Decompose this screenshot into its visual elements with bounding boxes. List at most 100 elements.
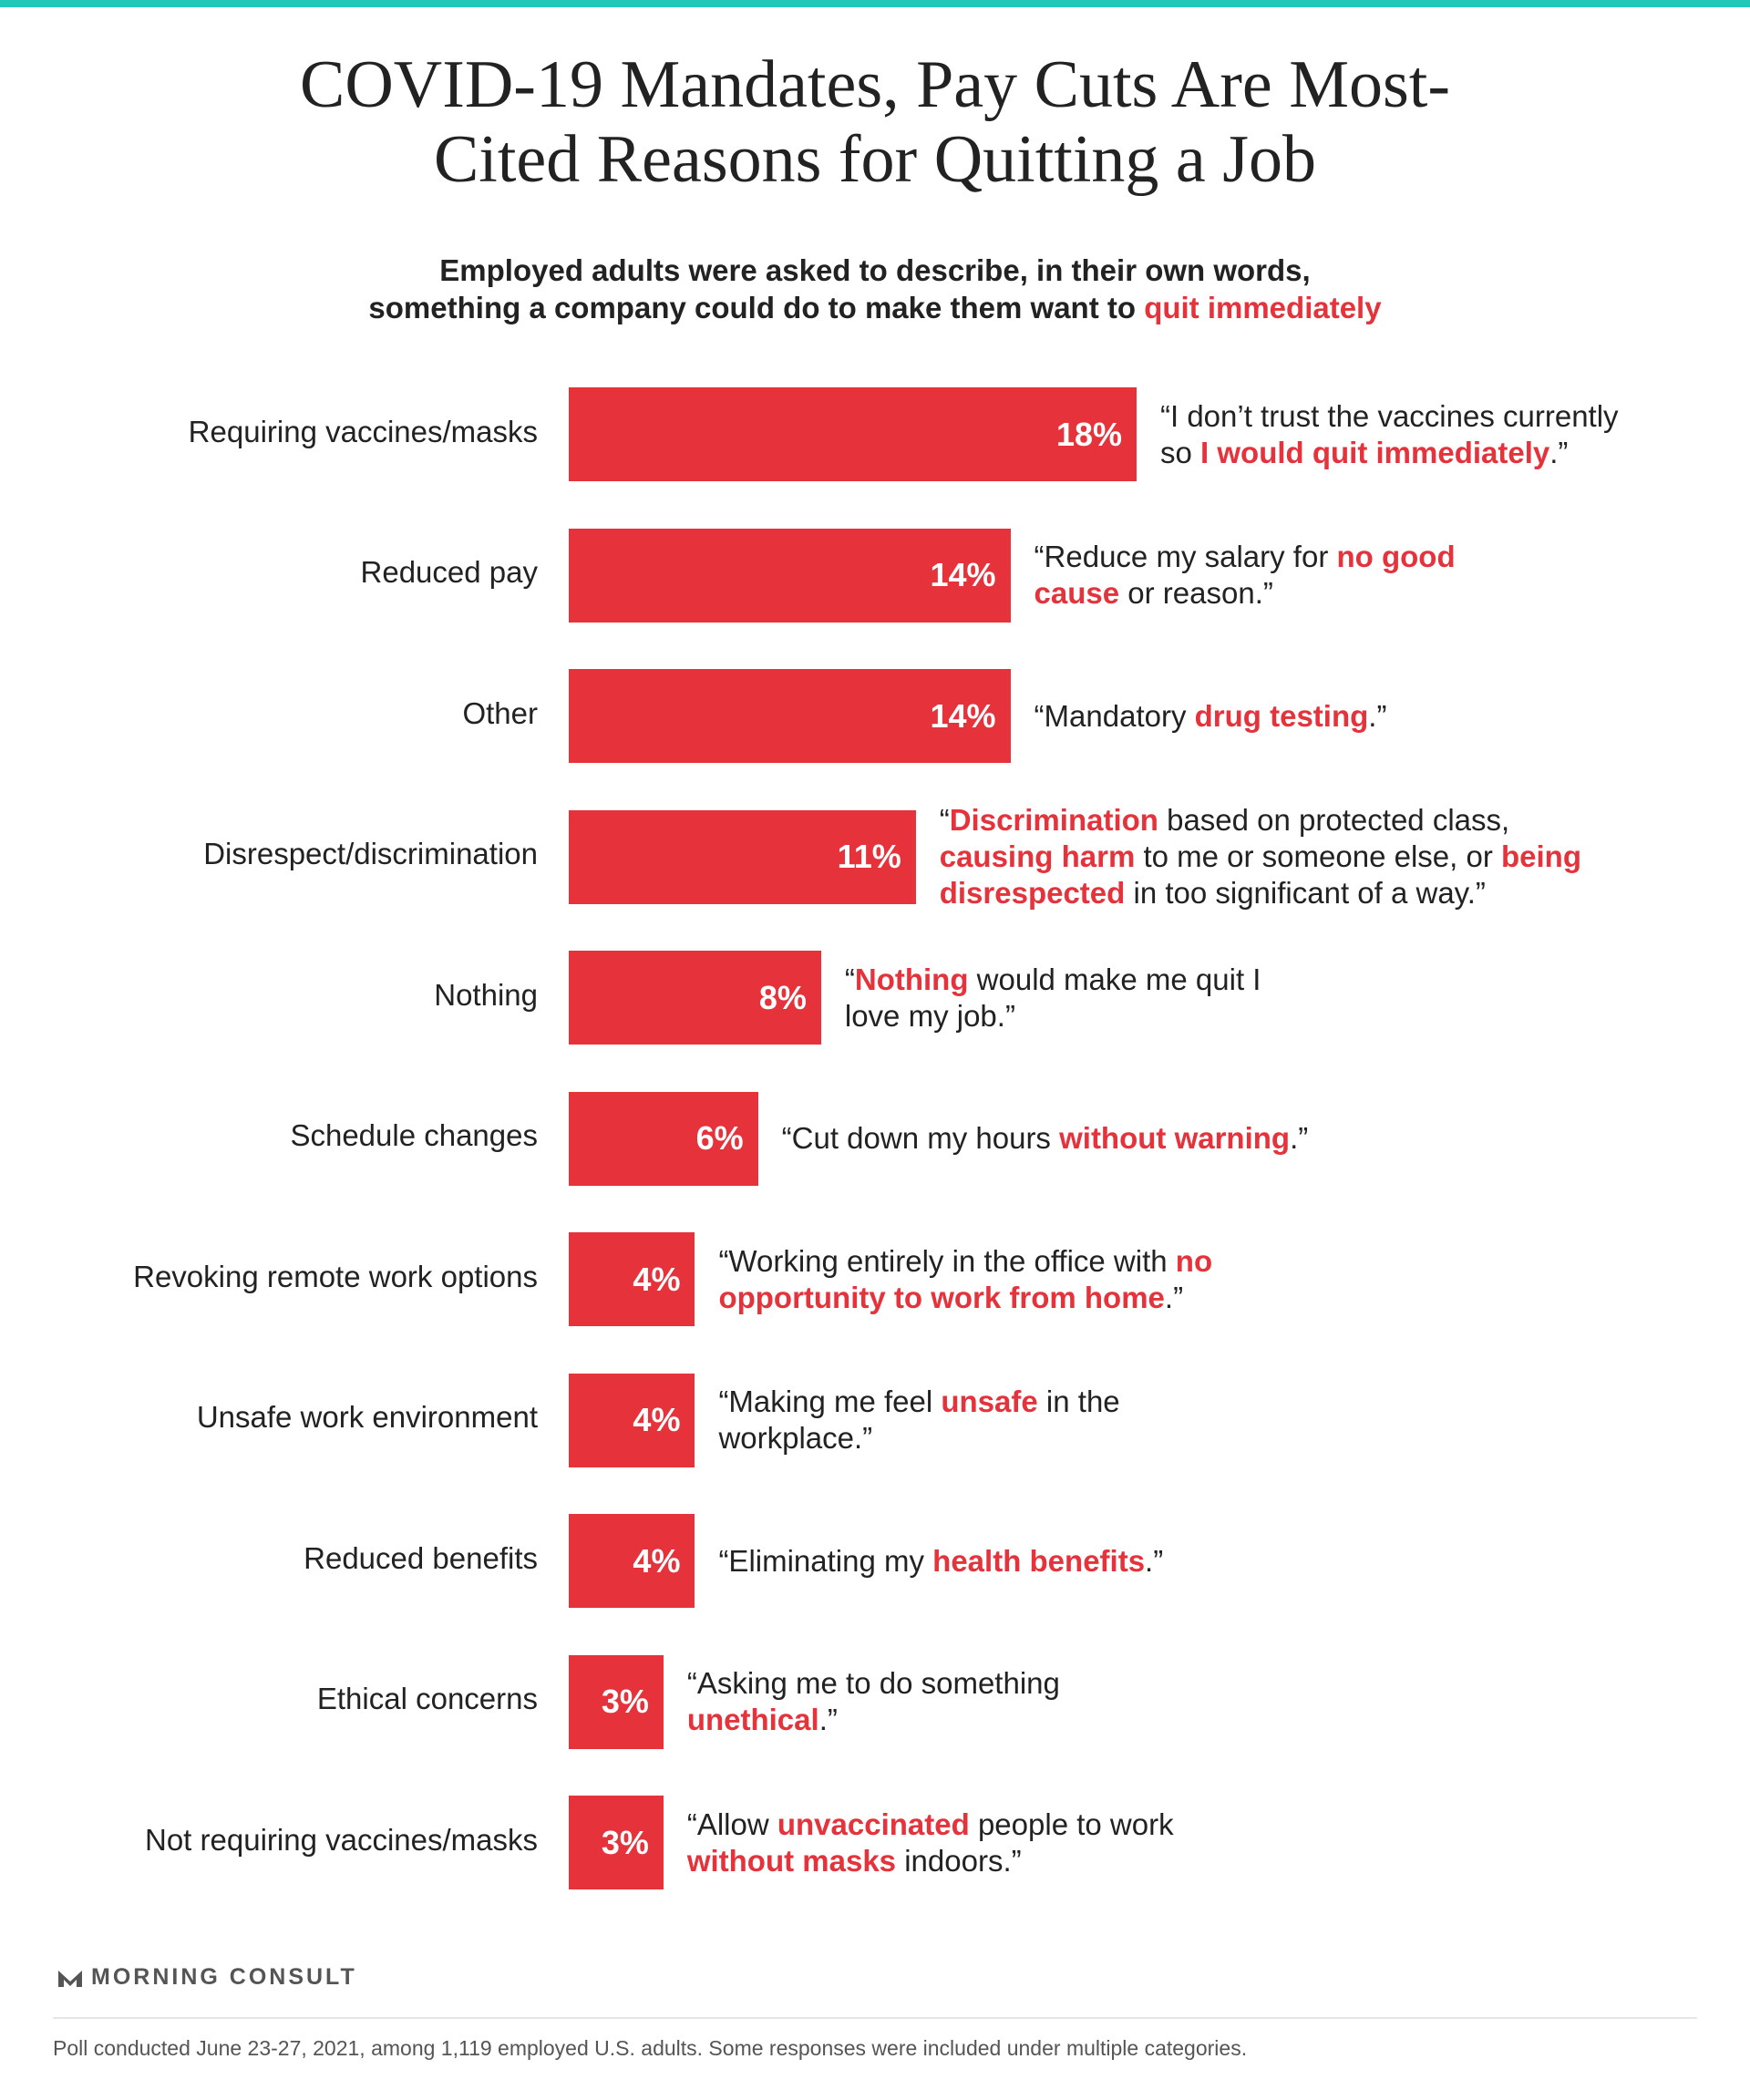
highlight-text: unethical — [686, 1703, 819, 1736]
text: to me or someone else, or — [1135, 839, 1501, 873]
bar — [569, 1373, 695, 1467]
text-line: so I would quit immediately.” — [1160, 435, 1619, 471]
text-line: unethical.” — [687, 1702, 1060, 1738]
value-label: 18% — [1055, 415, 1122, 453]
bar-row: Reduced benefits 4% “Eliminating my health… — [0, 1514, 1750, 1608]
text: Employed adults were asked to describe, … — [439, 253, 1311, 287]
footer-rule — [53, 2017, 1697, 2019]
value-label: 6% — [695, 1119, 744, 1157]
text-line: “Working entirely in the office with no — [718, 1243, 1212, 1280]
value-label: 14% — [930, 696, 996, 735]
text-line: “Cut down my hours without warning.” — [782, 1120, 1309, 1157]
text-line: “Reduce my salary for no good — [1035, 539, 1456, 575]
annotation: “I don’t trust the vaccines currently so … — [1160, 387, 1619, 481]
bar — [569, 1514, 695, 1608]
annotation: “Cut down my hours without warning.” — [782, 1092, 1309, 1186]
text-line: Employed adults were asked to describe, … — [0, 252, 1750, 289]
text: .” — [1164, 1280, 1184, 1314]
highlight-text: quit immediately — [1144, 291, 1382, 324]
value-label: 8% — [758, 978, 807, 1016]
highlight-text: unvaccinated — [777, 1807, 970, 1841]
highlight-text: I would quit immediately — [1200, 435, 1550, 469]
brand-logo — [58, 1971, 82, 1987]
bar — [569, 1091, 758, 1186]
bar-row: Other 14% “Mandatory drug testing.” — [0, 669, 1750, 763]
text-line: without masks indoors.” — [687, 1843, 1174, 1879]
bar-row: Reduced pay 14% “Reduce my salary for no g… — [0, 528, 1750, 623]
text: .” — [1368, 698, 1387, 733]
category-label: Revoking remote work options — [133, 1259, 538, 1293]
bar-row: Requiring vaccines/masks 18% “I don’t trus… — [0, 387, 1750, 481]
text-line: cause or reason.” — [1035, 575, 1456, 612]
text-line: causing harm to me or someone else, or b… — [940, 839, 1581, 875]
text: or reason.” — [1119, 576, 1273, 610]
text: something a company could do to make the… — [368, 291, 1145, 324]
highlight-text: Discrimination — [949, 803, 1158, 837]
value-label: 3% — [601, 1823, 649, 1861]
title-line: COVID-19 Mandates, Pay Cuts Are Most- — [299, 47, 1450, 122]
text: “Making me feel — [718, 1385, 942, 1418]
text-line: “Allow unvaccinated people to work — [687, 1807, 1174, 1843]
text-line: “Mandatory drug testing.” — [1035, 698, 1387, 735]
annotation: “Making me feel unsafe in the workplace.” — [718, 1374, 1119, 1467]
bar-row: Unsafe work environment 4% “Making me feel… — [0, 1373, 1750, 1467]
brand: MORNING CONSULT — [91, 1964, 357, 1990]
category-label: Requiring vaccines/masks — [188, 414, 538, 448]
footnote: Poll conducted June 23-27, 2021, among 1… — [53, 2036, 1248, 2060]
text: in too significant of a way.” — [1125, 876, 1486, 910]
category-label: Reduced benefits — [304, 1540, 538, 1575]
text-line: love my job.” — [845, 998, 1261, 1035]
text: “Reduce my salary for — [1034, 540, 1337, 573]
bar-row: Schedule changes 6% “Cut down my hours wit… — [0, 1091, 1750, 1186]
bar — [569, 528, 1011, 623]
text-line: “Nothing would make me quit I — [845, 962, 1261, 998]
annotation: “Allow unvaccinated people to work withou… — [687, 1796, 1174, 1889]
highlight-text: cause — [1034, 576, 1120, 610]
text: based on protected class, — [1158, 803, 1510, 837]
highlight-text: disrespected — [939, 876, 1126, 910]
category-label: Nothing — [434, 977, 538, 1012]
text: .” — [1145, 1543, 1164, 1578]
title-line: Cited Reasons for Quitting a Job — [433, 122, 1317, 197]
highlight-text: without warning — [1059, 1121, 1291, 1155]
bar-row: Disrespect/discrimination 11% “Discriminat… — [0, 803, 1750, 910]
annotation: “Eliminating my health benefits.” — [718, 1514, 1163, 1608]
bar — [569, 809, 916, 904]
text: “I don’t trust the vaccines currently — [1160, 398, 1619, 433]
text: “Allow — [686, 1807, 777, 1841]
text: “Cut down my hours — [781, 1121, 1060, 1155]
text-line: “Discrimination based on protected class… — [940, 802, 1581, 839]
annotation: “Discrimination based on protected class… — [940, 803, 1581, 910]
text: “Eliminating my — [718, 1543, 933, 1578]
text: people to work — [969, 1807, 1174, 1841]
highlight-text: Nothing — [854, 962, 969, 996]
bar — [569, 387, 1137, 481]
bar-row: Not requiring vaccines/masks 3% “Allow unv… — [0, 1796, 1750, 1889]
value-label: 4% — [633, 1541, 681, 1580]
text: “ — [844, 962, 855, 996]
text: love my job.” — [844, 998, 1015, 1033]
value-label: 4% — [633, 1401, 681, 1438]
bar — [569, 951, 821, 1045]
text: “ — [939, 803, 950, 837]
annotation: “Reduce my salary for no good cause or re… — [1035, 529, 1456, 623]
annotation: “Working entirely in the office with no o… — [718, 1232, 1212, 1326]
annotation: “Mandatory drug testing.” — [1035, 669, 1387, 763]
highlight-text: without masks — [686, 1843, 897, 1878]
highlight-text: no — [1175, 1243, 1213, 1278]
value-label: 3% — [601, 1683, 649, 1720]
highlight-text: unsafe — [941, 1385, 1038, 1418]
text-line: workplace.” — [718, 1420, 1119, 1457]
category-label: Disrespect/discrimination — [203, 837, 538, 870]
category-label: Unsafe work environment — [196, 1400, 538, 1434]
text-line: disrespected in too significant of a way… — [940, 875, 1581, 911]
chart-title: COVID-19 Mandates, Pay Cuts Are Most- Cit… — [0, 47, 1750, 197]
text-line: “Eliminating my health benefits.” — [718, 1543, 1163, 1580]
text: in the — [1037, 1385, 1120, 1418]
text: would make me quit I — [968, 962, 1261, 996]
annotation: “Asking me to do something unethical.” — [687, 1655, 1060, 1749]
highlight-text: opportunity to work from home — [718, 1280, 1165, 1314]
category-label: Reduced pay — [360, 555, 538, 589]
text-line: opportunity to work from home.” — [718, 1280, 1212, 1316]
